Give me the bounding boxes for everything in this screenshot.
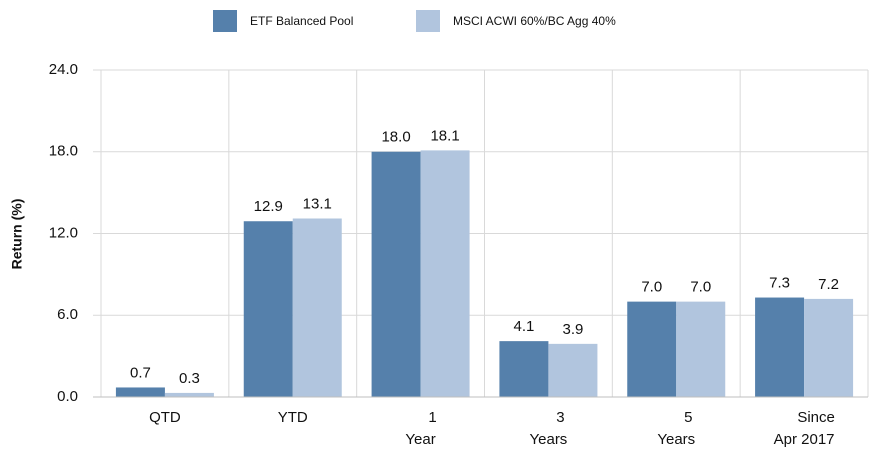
bar: [115, 387, 165, 397]
data-label: 0.3: [179, 370, 200, 387]
legend-swatch: [416, 10, 440, 32]
bar: [804, 298, 854, 397]
bar: [164, 392, 214, 397]
y-axis-label: Return (%): [9, 199, 25, 270]
bar: [243, 221, 293, 397]
bar: [627, 301, 677, 397]
y-tick-label: 0.0: [57, 388, 78, 405]
data-label: 18.1: [430, 127, 459, 144]
x-tick-label: 3 Years: [530, 409, 568, 448]
data-label: 13.1: [303, 195, 332, 212]
bar: [292, 218, 342, 397]
x-tick-label: 5 Years: [657, 409, 695, 448]
legend-text: MSCI ACWI 60%/BC Agg 40%: [453, 14, 616, 28]
y-tick-label: 6.0: [57, 306, 78, 323]
y-tick-label: 24.0: [49, 61, 78, 78]
legend-text: ETF Balanced Pool: [250, 14, 353, 28]
x-tick-label: YTD: [278, 409, 308, 426]
data-label: 4.1: [513, 318, 534, 335]
bar: [676, 301, 726, 397]
bar: [755, 297, 805, 397]
legend-swatch: [213, 10, 237, 32]
bar: [420, 150, 470, 397]
data-label: 7.0: [690, 279, 711, 296]
x-tick-label: Since Apr 2017: [774, 409, 835, 448]
data-label: 18.0: [381, 129, 410, 146]
data-label: 7.0: [641, 279, 662, 296]
y-tick-label: 12.0: [49, 224, 78, 241]
x-tick-label: 1 Year: [405, 409, 436, 448]
y-tick-label: 18.0: [49, 143, 78, 160]
data-label: 3.9: [562, 321, 583, 338]
data-label: 0.7: [130, 364, 151, 381]
bar: [548, 343, 598, 397]
x-tick-label: QTD: [149, 409, 181, 426]
data-label: 7.2: [818, 276, 839, 293]
data-label: 12.9: [254, 198, 283, 215]
bar: [499, 341, 549, 397]
bar: [371, 151, 421, 397]
data-label: 7.3: [769, 275, 790, 292]
